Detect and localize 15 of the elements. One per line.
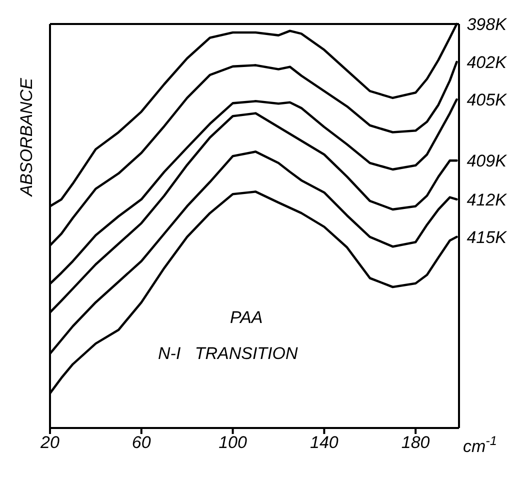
x-axis-title: cm$^{-1}$	[463, 432, 498, 456]
series-label: 398K	[466, 15, 508, 34]
series-label: 409K	[466, 152, 508, 171]
y-axis-title: ABSORBANCE	[17, 77, 36, 198]
x-tick-label: 140	[310, 433, 339, 452]
series-label: 405K	[466, 90, 508, 110]
x-tick-label: 100	[218, 433, 248, 452]
x-tick-label: 20	[40, 433, 60, 452]
annotation: PAA	[230, 308, 263, 328]
series-label: 412K	[466, 190, 508, 210]
annotation: N-I TRANSITION	[158, 344, 298, 364]
x-tick-label: 60	[132, 433, 152, 452]
series-label: 402K	[466, 52, 508, 72]
series-label: 415K	[466, 228, 508, 247]
x-tick-label: 180	[401, 433, 430, 452]
